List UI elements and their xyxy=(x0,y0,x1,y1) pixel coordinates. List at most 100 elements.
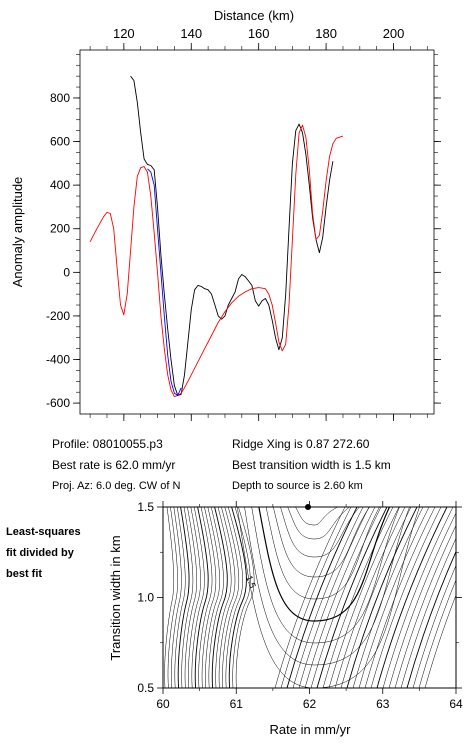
bottom-y-tick-label: 1.0 xyxy=(137,591,154,605)
top-x-ticks: 120 140 160 180 200 xyxy=(89,26,428,421)
contour-line xyxy=(322,507,394,688)
contour-line xyxy=(286,507,358,688)
contour-line xyxy=(394,524,456,688)
contour-line xyxy=(228,507,247,688)
contour-line xyxy=(201,507,217,688)
contour-line xyxy=(274,507,346,688)
top-y-tick-label: 200 xyxy=(50,222,70,236)
contour-line xyxy=(184,507,197,688)
contour-line xyxy=(194,507,209,688)
contour-line xyxy=(208,507,224,688)
top-y-tick-label: -400 xyxy=(46,353,70,367)
ridge-text: Ridge Xing is 0.87 272.60 xyxy=(232,437,370,451)
contour-line xyxy=(265,507,380,600)
top-x-tick-label: 160 xyxy=(248,26,270,41)
best-rate-text: Best rate is 62.0 mm/yr xyxy=(52,458,175,472)
contour-line xyxy=(424,594,456,688)
top-y-tick-label: -600 xyxy=(46,396,70,410)
profile-text: Profile: 08010055.p3 xyxy=(52,437,163,451)
contour-line xyxy=(205,507,220,688)
top-x-tick-label: 200 xyxy=(383,26,405,41)
contour-line xyxy=(358,507,430,688)
observed-line xyxy=(130,75,334,396)
fit-line xyxy=(147,168,182,396)
top-series-group xyxy=(89,75,344,398)
top-ylabel: Anomaly amplitude xyxy=(10,177,25,288)
side-note: Least-squares fit divided by best fit xyxy=(6,526,81,580)
side-note-line-1: Least-squares xyxy=(6,526,81,538)
contour-line xyxy=(215,507,232,688)
bottom-x-tick-label: 60 xyxy=(156,697,170,711)
contour-line xyxy=(225,507,243,688)
contour-line xyxy=(280,507,360,558)
bottom-xlabel: Rate in mm/yr xyxy=(270,722,352,737)
contour-line xyxy=(235,507,255,688)
bottom-x-tick-label: 64 xyxy=(449,697,463,711)
bottom-x-tick-label: 61 xyxy=(230,697,244,711)
contour-line xyxy=(340,507,412,688)
contour-line xyxy=(191,507,205,688)
contour-line xyxy=(346,507,418,688)
top-xlabel: Distance (km) xyxy=(214,8,294,23)
contour-line xyxy=(177,507,190,688)
bottom-x-tick-label: 62 xyxy=(303,697,317,711)
contour-line xyxy=(298,507,370,688)
anomaly-chart: Distance (km) 120 140 160 180 200 800 600 400 2… xyxy=(10,8,441,421)
bottom-x-tick-label: 63 xyxy=(376,697,390,711)
contour-line xyxy=(400,537,456,688)
contour-lines xyxy=(164,507,456,688)
depth-text: Depth to source is 2.60 km xyxy=(232,480,363,492)
contour-line xyxy=(334,507,406,688)
contour-line xyxy=(418,579,456,688)
contour-line xyxy=(412,564,456,688)
top-x-tick-label: 140 xyxy=(180,26,202,41)
info-block: Profile: 08010055.p3 Ridge Xing is 0.87 … xyxy=(52,437,391,492)
contour-line xyxy=(328,507,400,688)
contour-line xyxy=(280,507,352,688)
contour-line xyxy=(364,507,436,688)
contour-line xyxy=(171,507,182,688)
contour-line xyxy=(310,507,382,688)
bottom-plot-frame xyxy=(162,506,457,689)
contour-label: 1.5 xyxy=(244,574,258,589)
contour-line xyxy=(258,507,391,622)
bottom-ylabel: Transition width in km xyxy=(108,535,123,660)
bottom-ticks: 60 61 62 63 64 1.5 1.0 0.5 xyxy=(137,500,463,711)
contour-line xyxy=(164,507,175,688)
top-plot-frame xyxy=(79,49,435,415)
bottom-y-tick-label: 0.5 xyxy=(137,681,154,695)
contour-line xyxy=(251,507,400,644)
contour-line xyxy=(273,507,370,578)
top-x-tick-label: 120 xyxy=(113,26,135,41)
model-line xyxy=(89,124,344,398)
proj-text: Proj. Az: 6.0 deg. CW of N xyxy=(52,480,180,492)
contour-line xyxy=(232,507,251,688)
contour-line xyxy=(211,507,228,688)
bottom-y-tick-label: 1.5 xyxy=(137,500,154,514)
top-y-tick-label: 800 xyxy=(50,91,70,105)
contour-line xyxy=(244,507,410,666)
contour-line xyxy=(292,507,364,688)
contour-line xyxy=(376,507,448,688)
contour-line xyxy=(222,507,240,688)
top-y-tick-label: 400 xyxy=(50,178,70,192)
top-x-tick-label: 180 xyxy=(315,26,337,41)
contour-line xyxy=(370,507,442,688)
side-note-line-3: best fit xyxy=(6,568,42,580)
top-y-ticks: 800 600 400 200 0 -200 -400 -600 xyxy=(46,54,441,410)
contour-line xyxy=(174,507,186,688)
contour-line xyxy=(295,507,338,526)
top-y-tick-label: -200 xyxy=(46,309,70,323)
contour-line xyxy=(218,507,236,688)
best-fit-marker xyxy=(305,504,311,510)
contour-chart: 60 61 62 63 64 1.5 1.0 0.5 1.5 Rate in mm/yr Tr… xyxy=(108,500,463,737)
contour-line xyxy=(181,507,194,688)
side-note-line-2: fit divided by xyxy=(6,547,75,559)
contour-line xyxy=(304,507,376,688)
contour-line xyxy=(382,507,454,688)
contour-line xyxy=(316,507,388,688)
top-y-tick-label: 0 xyxy=(63,265,70,279)
contour-line xyxy=(188,507,201,688)
contour-line xyxy=(198,507,213,688)
